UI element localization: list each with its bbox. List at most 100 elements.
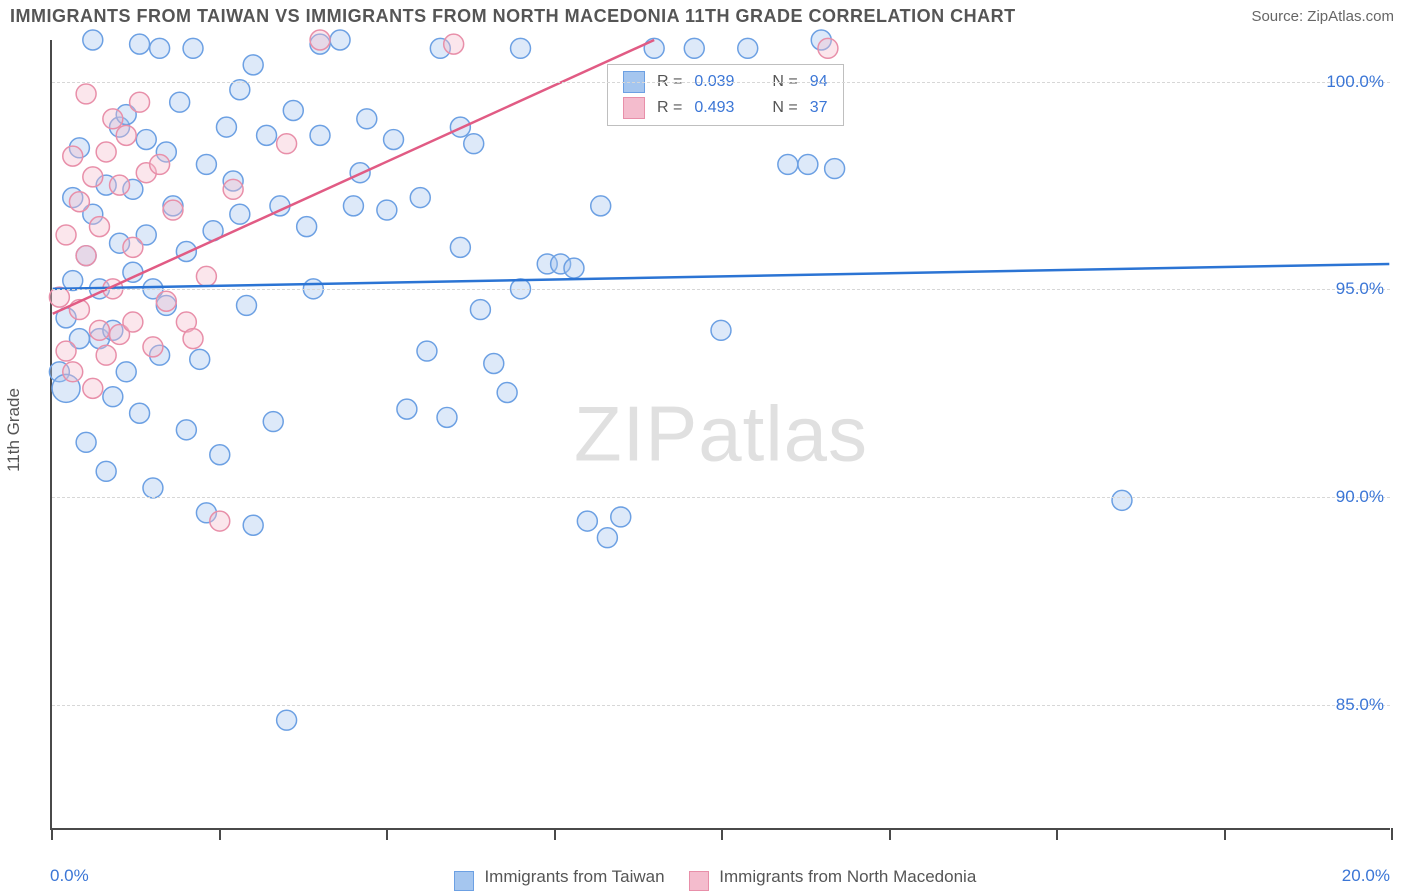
- data-point: [196, 154, 216, 174]
- y-tick-label: 100.0%: [1326, 72, 1384, 92]
- legend-series-label: Immigrants from Taiwan: [480, 867, 665, 886]
- data-point: [130, 34, 150, 54]
- x-tick: [219, 828, 221, 840]
- r-label: R =: [652, 96, 687, 120]
- data-point: [56, 341, 76, 361]
- data-point: [230, 80, 250, 100]
- data-point: [183, 329, 203, 349]
- y-tick-label: 85.0%: [1336, 695, 1384, 715]
- data-point: [176, 242, 196, 262]
- y-axis-title: 11th Grade: [4, 388, 24, 472]
- data-point: [437, 407, 457, 427]
- data-point: [297, 217, 317, 237]
- data-point: [156, 291, 176, 311]
- data-point: [484, 354, 504, 374]
- data-point: [176, 420, 196, 440]
- data-point: [591, 196, 611, 216]
- data-point: [210, 511, 230, 531]
- data-point: [825, 159, 845, 179]
- data-point: [237, 295, 257, 315]
- data-point: [110, 175, 130, 195]
- data-point: [310, 30, 330, 50]
- x-tick: [1224, 828, 1226, 840]
- source-label: Source: ZipAtlas.com: [1251, 8, 1394, 25]
- data-point: [377, 200, 397, 220]
- data-point: [410, 188, 430, 208]
- data-point: [343, 196, 363, 216]
- data-point: [143, 478, 163, 498]
- data-point: [103, 109, 123, 129]
- x-tick: [1056, 828, 1058, 840]
- data-point: [310, 125, 330, 145]
- data-point: [210, 445, 230, 465]
- data-point: [83, 30, 103, 50]
- scatter-svg: [52, 40, 1390, 828]
- data-point: [76, 84, 96, 104]
- data-point: [123, 237, 143, 257]
- data-point: [798, 154, 818, 174]
- data-point: [818, 38, 838, 58]
- x-tick: [51, 828, 53, 840]
- gridline-h: [52, 82, 1390, 83]
- data-point: [116, 362, 136, 382]
- data-point: [223, 179, 243, 199]
- data-point: [123, 312, 143, 332]
- legend-swatch: [623, 97, 645, 119]
- data-point: [417, 341, 437, 361]
- data-point: [611, 507, 631, 527]
- data-point: [130, 92, 150, 112]
- data-point: [277, 134, 297, 154]
- data-point: [63, 146, 83, 166]
- gridline-h: [52, 705, 1390, 706]
- data-point: [450, 237, 470, 257]
- data-point: [564, 258, 584, 278]
- legend-swatch: [689, 871, 709, 891]
- data-point: [444, 34, 464, 54]
- trend-line: [53, 264, 1390, 289]
- correlation-legend: R =0.039N =94R =0.493N =37: [607, 64, 844, 126]
- gridline-h: [52, 497, 1390, 498]
- data-point: [76, 432, 96, 452]
- data-point: [384, 130, 404, 150]
- data-point: [778, 154, 798, 174]
- data-point: [183, 38, 203, 58]
- data-point: [150, 154, 170, 174]
- n-value: 37: [805, 96, 833, 120]
- data-point: [577, 511, 597, 531]
- plot-area: ZIPatlas R =0.039N =94R =0.493N =37 85.0…: [50, 40, 1390, 830]
- data-point: [684, 38, 704, 58]
- data-point: [143, 337, 163, 357]
- data-point: [597, 528, 617, 548]
- data-point: [277, 710, 297, 730]
- data-point: [136, 130, 156, 150]
- data-point: [150, 38, 170, 58]
- data-point: [257, 125, 277, 145]
- legend-swatch: [454, 871, 474, 891]
- n-label: N =: [767, 96, 802, 120]
- chart-title: IMMIGRANTS FROM TAIWAN VS IMMIGRANTS FRO…: [10, 6, 1016, 27]
- r-value: 0.493: [689, 96, 739, 120]
- data-point: [76, 246, 96, 266]
- data-point: [96, 142, 116, 162]
- x-tick: [1391, 828, 1393, 840]
- data-point: [130, 403, 150, 423]
- x-tick: [889, 828, 891, 840]
- x-tick: [554, 828, 556, 840]
- data-point: [90, 217, 110, 237]
- data-point: [243, 515, 263, 535]
- data-point: [170, 92, 190, 112]
- y-tick-label: 90.0%: [1336, 487, 1384, 507]
- data-point: [283, 101, 303, 121]
- legend-series-label: Immigrants from North Macedonia: [715, 867, 977, 886]
- data-point: [470, 300, 490, 320]
- data-point: [497, 383, 517, 403]
- series-legend: Immigrants from Taiwan Immigrants from N…: [0, 867, 1406, 888]
- data-point: [196, 266, 216, 286]
- data-point: [83, 378, 103, 398]
- data-point: [56, 225, 76, 245]
- gridline-h: [52, 289, 1390, 290]
- x-tick: [386, 828, 388, 840]
- data-point: [330, 30, 350, 50]
- data-point: [83, 167, 103, 187]
- data-point: [69, 192, 89, 212]
